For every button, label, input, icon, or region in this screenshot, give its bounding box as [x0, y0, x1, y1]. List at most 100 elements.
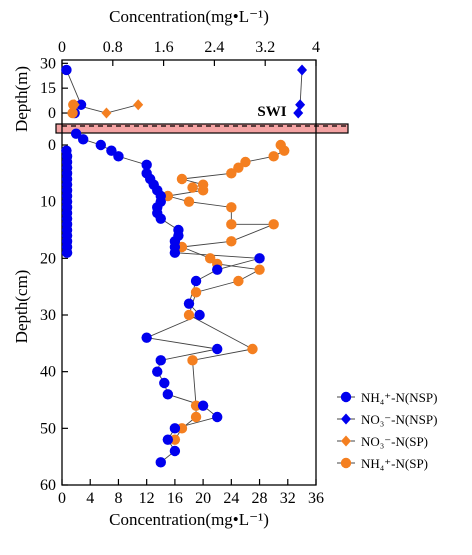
- series-5-point: [155, 457, 166, 468]
- swi-annotation: SWI: [257, 104, 286, 120]
- legend-marker: [341, 413, 351, 425]
- lower-depth-tick-label: 0: [48, 137, 56, 154]
- series-4-lower-line: [167, 144, 285, 440]
- series-5-point: [162, 389, 174, 400]
- series-5-point: [70, 128, 82, 139]
- series-3-point: [101, 107, 112, 119]
- series-5-point: [162, 434, 174, 445]
- series-5-point: [141, 159, 152, 171]
- series-5-point: [155, 213, 166, 224]
- series-5-point: [194, 309, 205, 321]
- top-axis-tick-label: 0: [58, 39, 66, 56]
- plot-frame: [61, 59, 317, 486]
- series-4-point: [226, 202, 237, 213]
- series-5-point: [113, 151, 124, 162]
- series-5-point: [169, 423, 181, 434]
- bottom-axis-tick-label: 4: [86, 490, 94, 507]
- series-5-point: [254, 253, 265, 264]
- bottom-axis-tick-label: 0: [58, 490, 66, 507]
- lower-depth-tick-label: 40: [40, 364, 56, 381]
- series-4-point: [190, 287, 202, 298]
- series-5-point: [77, 134, 89, 145]
- lower-depth-tick-label: 10: [40, 194, 56, 211]
- series-5-point: [169, 445, 181, 457]
- lower-depth-tick-label: 60: [40, 477, 56, 494]
- series-5-point: [159, 377, 170, 389]
- top-axis-tick-label: 0.8: [103, 39, 123, 56]
- bottom-axis-tick-label: 36: [308, 490, 324, 507]
- upper-depth-tick-label: 15: [40, 80, 56, 97]
- series-4-point: [190, 411, 202, 423]
- series-4-point: [176, 173, 188, 185]
- legend-label: NO₃⁻-N(SP): [361, 434, 428, 449]
- series-5-point: [95, 139, 107, 151]
- lower-depth-tick-label: 20: [40, 250, 56, 267]
- bottom-axis-tick-label: 12: [139, 490, 155, 507]
- series-4-point: [226, 168, 237, 179]
- series-2-point: [297, 64, 308, 76]
- legend-marker: [341, 435, 351, 447]
- top-axis-tick-label: 1.6: [154, 39, 174, 56]
- series-1-point: [75, 99, 87, 110]
- legend-marker: [340, 457, 352, 469]
- bottom-axis-tick-label: 32: [280, 490, 296, 507]
- legend-label: NH₄⁺-N(SP): [361, 456, 428, 471]
- series-4-point: [240, 156, 251, 168]
- series-4-point: [183, 309, 195, 321]
- series-4-point: [197, 185, 209, 196]
- series-4-point: [268, 151, 279, 162]
- series-4-point: [187, 182, 198, 193]
- legend-label: NO₃⁻-N(NSP): [361, 412, 437, 427]
- series-5-point: [197, 400, 209, 411]
- upper-depth-axis-title: Depth(m): [12, 66, 31, 132]
- series-4-point: [226, 219, 237, 230]
- lower-depth-axis-title: Depth(cm): [12, 270, 31, 344]
- series-4-point: [204, 253, 216, 264]
- series-3-point: [133, 99, 144, 111]
- series-2-point: [293, 107, 304, 119]
- series-4-point: [247, 343, 258, 355]
- top-axis-tick-label: 3.2: [255, 39, 275, 56]
- top-axis-tick-label: 4: [312, 39, 320, 56]
- series-2-point: [295, 99, 306, 111]
- series-4-point: [279, 145, 290, 156]
- series-1-point: [61, 247, 73, 258]
- bottom-axis-tick-label: 20: [195, 490, 211, 507]
- series-5-lower-line: [75, 133, 260, 463]
- series-4-point: [254, 264, 265, 275]
- series-4-point: [226, 236, 237, 247]
- series-4-point: [233, 162, 244, 173]
- series-4-point: [187, 355, 198, 366]
- legend-label: NH₄⁺-N(NSP): [361, 390, 437, 405]
- lower-depth-tick-label: 30: [40, 307, 56, 324]
- series-5-point: [183, 298, 195, 309]
- series-5-point: [141, 332, 152, 343]
- series-5-point: [212, 411, 223, 423]
- series-4-point: [268, 219, 279, 230]
- bottom-axis-tick-label: 24: [223, 490, 239, 507]
- upper-depth-tick-label: 30: [40, 55, 56, 72]
- swi-band: [55, 123, 349, 134]
- bottom-axis-tick-label: 16: [167, 490, 183, 507]
- series-5-point: [169, 247, 181, 258]
- bottom-axis-title: Concentration(mg•L⁻¹): [109, 510, 269, 529]
- legend-marker: [340, 391, 352, 403]
- series-5-point: [212, 343, 223, 355]
- series-4-point: [67, 107, 78, 119]
- series-5-point: [152, 366, 163, 377]
- series-5-point: [106, 145, 117, 156]
- series-5-point: [212, 264, 223, 275]
- series-1-point: [61, 64, 72, 76]
- bottom-axis-tick-label: 8: [114, 490, 122, 507]
- upper-depth-tick-label: 0: [48, 105, 56, 122]
- series-5-point: [190, 275, 202, 287]
- series-4-point: [68, 99, 79, 110]
- bottom-axis-tick-label: 28: [252, 490, 268, 507]
- series-4-point: [233, 275, 244, 287]
- series-5-point: [155, 355, 166, 366]
- series-4-point: [183, 196, 195, 207]
- top-axis-title: Concentration(mg•L⁻¹): [109, 7, 269, 26]
- lower-depth-tick-label: 50: [40, 420, 56, 437]
